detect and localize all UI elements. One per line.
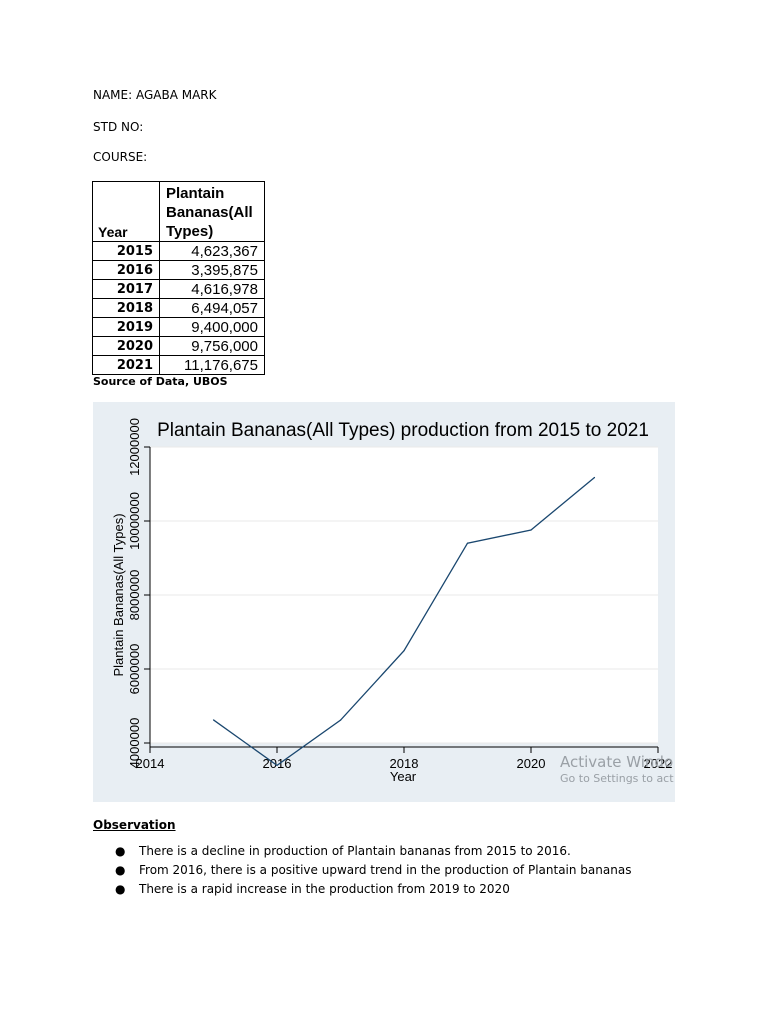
table-cell-value: 9,756,000 xyxy=(159,336,265,356)
x-tick-label: 2014 xyxy=(136,756,165,771)
bullet-icon: ● xyxy=(115,882,126,896)
watermark-subtext: Go to Settings to act xyxy=(560,772,674,785)
table-cell-value: 3,395,875 xyxy=(159,260,265,280)
table-row: 2018 6,494,057 xyxy=(92,298,265,318)
table-cell-year: 2018 xyxy=(92,298,160,318)
chart-image: 4000000 6000000 8000000 10000000 12000000 201… xyxy=(93,402,675,802)
bullet-icon: ● xyxy=(115,863,126,877)
y-tick-label: 6000000 xyxy=(127,644,142,695)
observation-list: ● There is a decline in production of Pla… xyxy=(115,842,631,899)
data-point xyxy=(466,542,469,544)
table-cell-value: 6,494,057 xyxy=(159,298,265,318)
x-tick-label: 2020 xyxy=(517,756,546,771)
observation-item: ● There is a decline in production of Pla… xyxy=(115,842,631,861)
table-row: 2019 9,400,000 xyxy=(92,317,265,337)
data-source: Source of Data, UBOS xyxy=(93,375,228,388)
course: COURSE: xyxy=(93,150,148,164)
column-header-value: Plantain Bananas(All Types) xyxy=(159,181,265,242)
table-cell-value: 11,176,675 xyxy=(159,355,265,375)
table-cell-year: 2015 xyxy=(92,241,160,261)
table-header-row: Year Plantain Bananas(All Types) xyxy=(92,181,265,242)
bullet-icon: ● xyxy=(115,844,126,858)
chart-title: Plantain Bananas(All Types) production f… xyxy=(157,420,649,441)
x-tick-label: 2022 xyxy=(644,756,673,771)
table-row: 2021 11,176,675 xyxy=(92,355,265,375)
student-number: STD NO: xyxy=(93,120,144,134)
table-row: 2016 3,395,875 xyxy=(92,260,265,280)
line-chart: 4000000 6000000 8000000 10000000 12000000 201… xyxy=(111,418,674,785)
observation-item: ● There is a rapid increase in the produc… xyxy=(115,880,631,899)
observation-heading: Observation xyxy=(93,818,176,832)
table-cell-value: 9,400,000 xyxy=(159,317,265,337)
y-tick-label: 10000000 xyxy=(127,492,142,550)
data-point xyxy=(593,476,596,479)
observation-text: From 2016, there is a positive upward tr… xyxy=(139,863,632,877)
data-point xyxy=(530,529,532,531)
x-tick-label: 2018 xyxy=(390,756,419,771)
table-cell-year: 2017 xyxy=(92,279,160,299)
observation-text: There is a rapid increase in the product… xyxy=(139,882,510,896)
table-cell-year: 2016 xyxy=(92,260,160,280)
table-cell-year: 2019 xyxy=(92,317,160,337)
table-cell-year: 2021 xyxy=(92,355,160,375)
x-axis-label: Year xyxy=(390,769,417,784)
y-tick-label: 12000000 xyxy=(127,418,142,476)
column-header-year: Year xyxy=(92,181,160,242)
table-row: 2017 4,616,978 xyxy=(92,279,265,299)
data-point xyxy=(339,719,342,721)
data-point xyxy=(276,764,278,766)
data-point xyxy=(403,650,405,652)
watermark-text: Activate Windo xyxy=(560,753,673,771)
y-tick-label: 8000000 xyxy=(127,570,142,621)
table-cell-value: 4,616,978 xyxy=(159,279,265,299)
table-cell-year: 2020 xyxy=(92,336,160,356)
production-table: Year Plantain Bananas(All Types) 2015 4,6… xyxy=(92,181,265,375)
table-row: 2020 9,756,000 xyxy=(92,336,265,356)
observation-text: There is a decline in production of Plan… xyxy=(139,844,571,858)
y-axis-label: Plantain Bananas(All Types) xyxy=(111,513,126,676)
y-tick-label: 4000000 xyxy=(127,718,142,769)
student-name: NAME: AGABA MARK xyxy=(93,88,217,102)
observation-item: ● From 2016, there is a positive upward t… xyxy=(115,861,631,880)
table-cell-value: 4,623,367 xyxy=(159,241,265,261)
data-point xyxy=(212,719,215,721)
table-row: 2015 4,623,367 xyxy=(92,241,265,261)
